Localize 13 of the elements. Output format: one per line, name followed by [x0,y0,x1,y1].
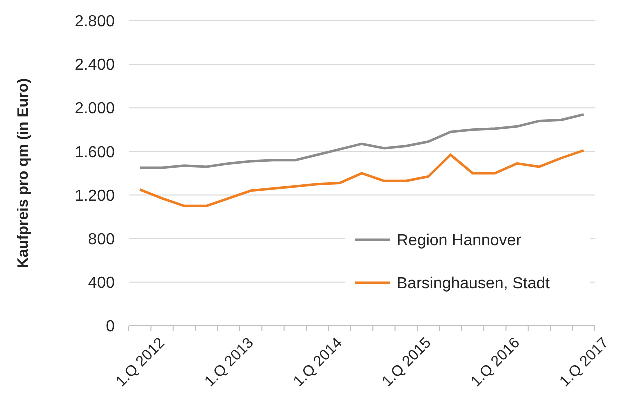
y-tick-label: 1.200 [74,188,116,205]
y-tick-label: 800 [88,231,116,248]
y-tick-label: 1.600 [74,144,116,162]
y-tick-label: 400 [88,275,116,292]
y-tick-label: 2.400 [74,57,116,74]
line-series [138,149,586,208]
y-tick-label: 2.000 [74,100,116,118]
legend-label: Region Hannover [397,232,522,250]
y-tick-label: 0 [106,318,116,336]
y-axis-title: Kaufpreis pro qm (in Euro) [15,78,32,269]
y-tick-label: 2.800 [74,14,116,31]
line-series [138,113,586,170]
legend-label: Barsinghausen, Stadt [397,276,551,293]
